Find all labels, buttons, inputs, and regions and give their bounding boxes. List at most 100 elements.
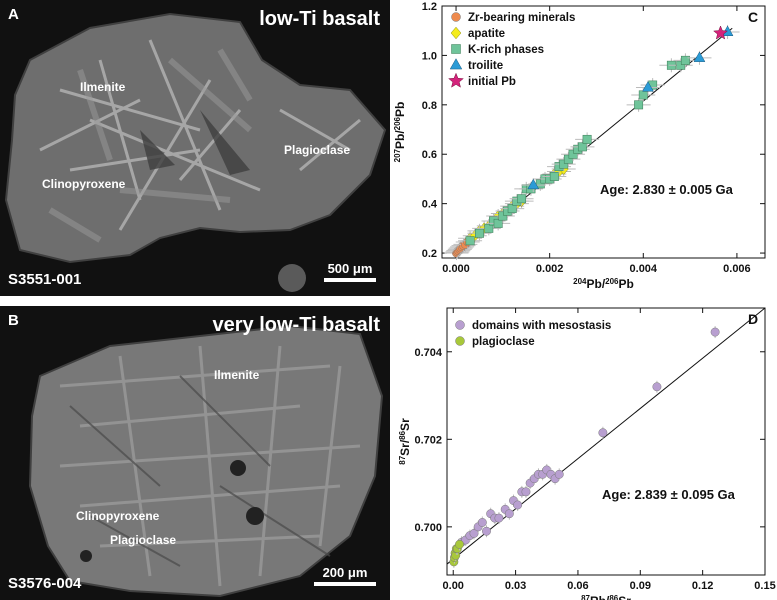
legend-marker: [451, 12, 461, 22]
x-tick-label: 0.09: [630, 580, 651, 592]
legend-marker: [448, 72, 464, 88]
data-point: [455, 539, 464, 549]
data-point: [513, 500, 523, 510]
data-point: [507, 204, 517, 214]
data-point: [577, 142, 587, 152]
y-tick-label: 1.2: [422, 1, 437, 13]
bse-image-low-ti-basalt: A low-Ti basalt Ilmenite Plagioclase Cli…: [0, 0, 390, 296]
x-tick-label: 0.000: [442, 263, 470, 275]
legend-marker: [455, 320, 465, 330]
data-point: [582, 134, 592, 144]
data-point: [527, 178, 540, 190]
data-point: [465, 236, 475, 246]
series-plagioclase: [449, 538, 464, 568]
panel-b-scale-bar: 200 μm: [314, 565, 376, 586]
rock-fragment-b-shape: [28, 324, 384, 598]
y-tick-label: 0.8: [422, 100, 437, 112]
mineral-label-plagioclase-b: Plagioclase: [110, 533, 177, 547]
data-point: [474, 228, 484, 238]
data-point: [521, 487, 531, 497]
series-initial-pb: [713, 25, 728, 40]
data-point: [710, 327, 720, 337]
data-point: [517, 194, 527, 204]
legend-label: initial Pb: [468, 76, 516, 88]
legend-label: plagioclase: [472, 336, 535, 348]
panel-letter-d: D: [748, 311, 758, 327]
legend-marker: [455, 336, 465, 346]
mineral-label-clinopyroxene: Clinopyroxene: [42, 177, 126, 191]
y-tick-label: 1.0: [422, 50, 437, 62]
age-annotation: Age: 2.830 ± 0.005 Ga: [600, 182, 734, 197]
data-point: [482, 526, 491, 536]
legend-label: Zr-bearing minerals: [468, 12, 575, 24]
data-point: [638, 90, 648, 100]
y-tick-label: 0.704: [414, 347, 442, 359]
x-tick-label: 0.004: [630, 263, 658, 275]
data-point: [469, 528, 479, 538]
legend: domains with mesostasis plagioclase: [455, 320, 611, 348]
data-point: [713, 25, 728, 40]
data-point: [634, 100, 644, 110]
x-tick-label: 0.12: [692, 580, 713, 592]
x-tick-label: 0.06: [567, 580, 588, 592]
data-point: [693, 51, 706, 62]
chart-rb-sr-isochron: 0.00 0.03 0.06 0.09 0.12 0.15 0.700 0.702 0.704 8…: [398, 307, 776, 600]
series-troilite: [521, 24, 740, 193]
panel-b-sample-id: S3576-004: [8, 575, 82, 592]
data-point: [642, 81, 654, 92]
x-tick-label: 0.03: [505, 580, 526, 592]
y-tick-label: 0.2: [422, 248, 437, 260]
rock-fragment-a-shape: [4, 12, 387, 292]
y-tick-label: 0.6: [422, 149, 437, 161]
x-axis-label: 204Pb/206Pb: [573, 277, 634, 292]
legend: Zr-bearing minerals apatite K-rich phases t…: [448, 12, 575, 88]
data-point: [652, 382, 662, 392]
y-tick-label: 0.4: [422, 199, 438, 211]
mineral-label-clinopyroxene-b: Clinopyroxene: [76, 509, 160, 523]
data-point: [484, 223, 494, 233]
legend-marker: [449, 58, 463, 70]
legend-label: apatite: [468, 28, 505, 40]
mineral-label-ilmenite: Ilmenite: [80, 80, 126, 94]
x-tick-label: 0.15: [754, 580, 775, 592]
panel-a-scale-line: [324, 278, 376, 282]
panel-letter-c: C: [748, 9, 758, 25]
data-point: [493, 218, 503, 228]
mineral-label-ilmenite-b: Ilmenite: [214, 368, 260, 382]
series-domains-with-mesostasis: [457, 326, 720, 549]
panel-a-letter: A: [8, 6, 19, 23]
mineral-label-plagioclase: Plagioclase: [284, 143, 351, 157]
panel-a-scale-label: 500 μm: [327, 261, 373, 276]
data-point: [680, 55, 690, 65]
y-axis-label: 207Pb/206Pb: [393, 102, 408, 163]
plot-frame: [441, 5, 766, 259]
data-point: [494, 513, 504, 523]
y-tick-label: 0.700: [414, 522, 442, 534]
data-point: [554, 469, 564, 479]
panel-b-scale-label: 200 μm: [322, 565, 368, 580]
plot-frame: [446, 307, 766, 576]
legend-marker: [451, 44, 461, 54]
chart-pb-isochron: 0.000 0.002 0.004 0.006 0.2 0.4 0.6 0.8 1.0 1.2 20…: [393, 1, 766, 292]
panel-b-letter: B: [8, 312, 19, 329]
panel-a-scale-bar: 500 μm: [324, 261, 376, 282]
y-tick-label: 0.702: [414, 434, 442, 446]
data-point: [504, 509, 514, 519]
y-axis-label: 87Sr/86Sr: [398, 418, 413, 465]
x-axis-label: 87Rb/86Sr: [581, 594, 631, 600]
age-annotation: Age: 2.839 ± 0.095 Ga: [602, 487, 736, 502]
panel-b-scale-line: [314, 582, 376, 586]
x-tick-label: 0.00: [443, 580, 464, 592]
data-point: [598, 428, 608, 438]
data-point: [477, 518, 487, 527]
legend-label: troilite: [468, 60, 503, 72]
x-tick-label: 0.006: [723, 263, 751, 275]
data-point: [549, 172, 559, 181]
panel-b-title: very low-Ti basalt: [212, 314, 380, 336]
x-tick-label: 0.002: [536, 263, 564, 275]
panel-a-title: low-Ti basalt: [259, 8, 380, 30]
legend-marker: [450, 26, 462, 40]
legend-label: K-rich phases: [468, 44, 544, 56]
panel-a-sample-id: S3551-001: [8, 271, 82, 288]
legend-label: domains with mesostasis: [472, 320, 611, 332]
